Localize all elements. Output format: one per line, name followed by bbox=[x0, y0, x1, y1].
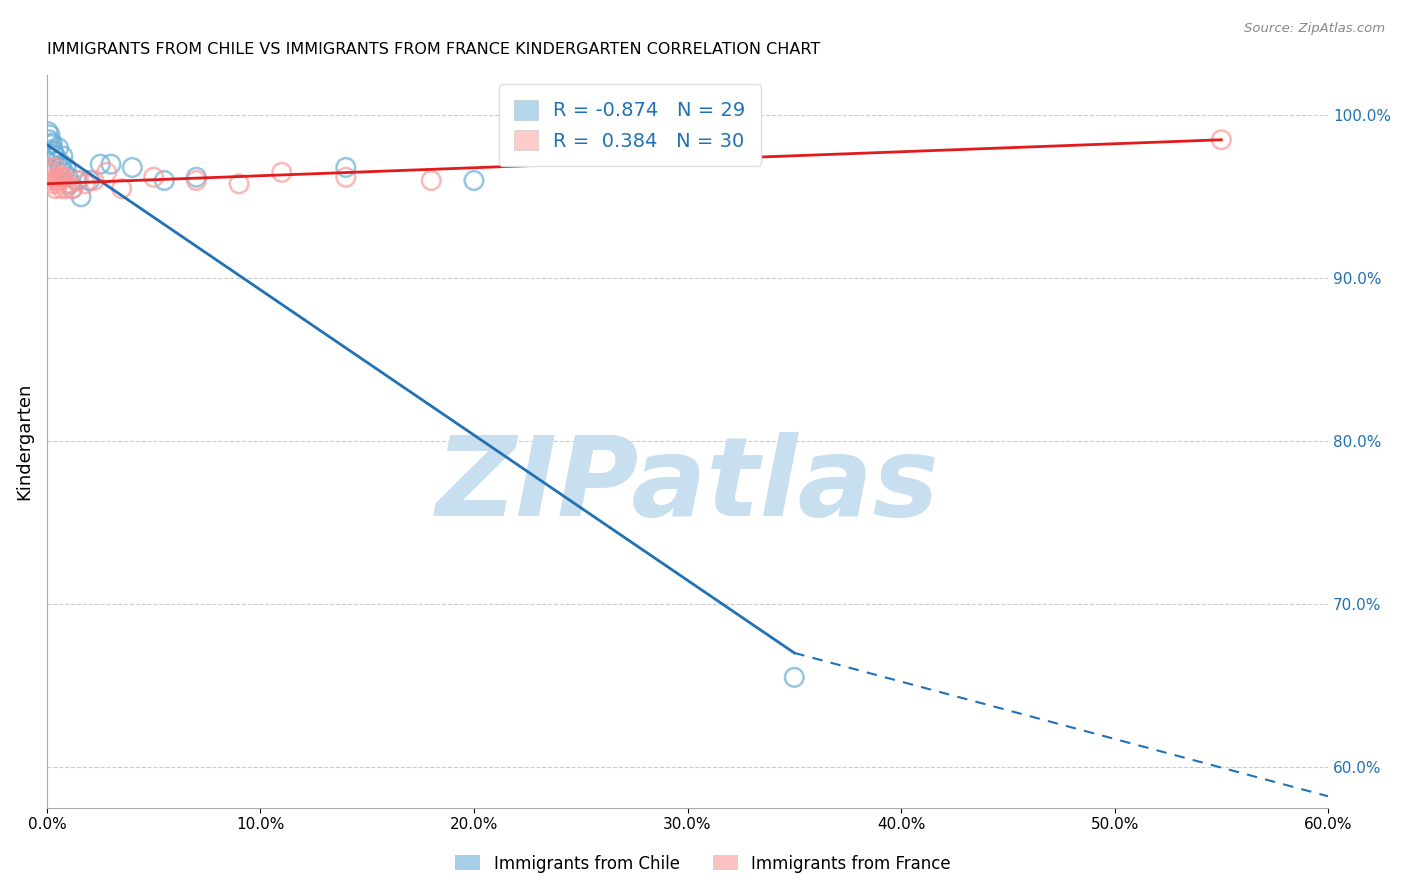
Point bbox=[39, 128, 62, 142]
Point bbox=[41, 136, 63, 150]
Point bbox=[83, 173, 105, 187]
Point bbox=[89, 157, 111, 171]
Point bbox=[783, 670, 806, 684]
Point bbox=[186, 170, 208, 185]
Point bbox=[70, 190, 93, 204]
Point bbox=[55, 181, 77, 195]
Point bbox=[100, 157, 122, 171]
Point bbox=[75, 177, 97, 191]
Point bbox=[37, 125, 59, 139]
Point bbox=[66, 173, 89, 187]
Point bbox=[44, 149, 66, 163]
Point bbox=[55, 161, 77, 175]
Point bbox=[1211, 133, 1233, 147]
Point bbox=[62, 181, 84, 195]
Point bbox=[42, 177, 65, 191]
Point bbox=[463, 173, 485, 187]
Point bbox=[41, 165, 63, 179]
Point bbox=[42, 144, 65, 158]
Point bbox=[121, 161, 143, 175]
Point bbox=[52, 170, 75, 185]
Point bbox=[39, 137, 62, 152]
Point bbox=[58, 177, 80, 191]
Point bbox=[39, 170, 62, 185]
Point bbox=[48, 177, 70, 191]
Point bbox=[48, 173, 70, 187]
Text: Source: ZipAtlas.com: Source: ZipAtlas.com bbox=[1244, 22, 1385, 36]
Point bbox=[111, 181, 134, 195]
Text: IMMIGRANTS FROM CHILE VS IMMIGRANTS FROM FRANCE KINDERGARTEN CORRELATION CHART: IMMIGRANTS FROM CHILE VS IMMIGRANTS FROM… bbox=[46, 42, 820, 57]
Point bbox=[62, 181, 84, 195]
Point bbox=[44, 161, 66, 175]
Point bbox=[142, 170, 165, 185]
Point bbox=[67, 173, 90, 187]
Point bbox=[38, 133, 60, 147]
Point bbox=[51, 157, 73, 171]
Legend: Immigrants from Chile, Immigrants from France: Immigrants from Chile, Immigrants from F… bbox=[449, 848, 957, 880]
Y-axis label: Kindergarten: Kindergarten bbox=[15, 383, 32, 500]
Point bbox=[186, 173, 208, 187]
Point bbox=[46, 170, 69, 185]
Legend: R = -0.874   N = 29, R =  0.384   N = 30: R = -0.874 N = 29, R = 0.384 N = 30 bbox=[499, 85, 761, 166]
Point bbox=[52, 149, 75, 163]
Point bbox=[270, 165, 292, 179]
Point bbox=[420, 173, 443, 187]
Point bbox=[45, 173, 67, 187]
Point bbox=[96, 165, 118, 179]
Point bbox=[79, 173, 101, 187]
Point bbox=[228, 177, 250, 191]
Point bbox=[48, 141, 70, 155]
Point bbox=[335, 170, 357, 185]
Point bbox=[58, 170, 80, 185]
Point bbox=[52, 165, 75, 179]
Point bbox=[44, 147, 66, 161]
Point bbox=[48, 161, 70, 175]
Point bbox=[39, 173, 62, 187]
Point bbox=[46, 153, 69, 168]
Point bbox=[38, 161, 60, 175]
Point bbox=[37, 165, 59, 179]
Point bbox=[335, 161, 357, 175]
Point bbox=[44, 181, 66, 195]
Point bbox=[59, 177, 82, 191]
Point bbox=[153, 173, 176, 187]
Text: ZIPatlas: ZIPatlas bbox=[436, 432, 939, 539]
Point bbox=[49, 170, 72, 185]
Point bbox=[51, 181, 73, 195]
